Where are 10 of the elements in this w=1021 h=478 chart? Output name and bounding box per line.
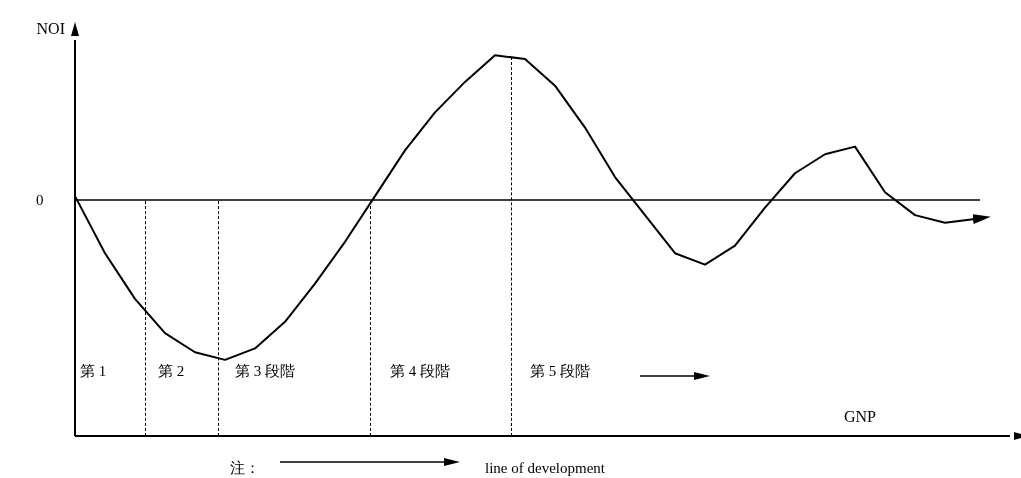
y-axis-title: NOI: [36, 20, 65, 38]
text: 注：: [230, 459, 260, 477]
annotation: 第 1: [80, 362, 107, 380]
annotation: 第 2: [158, 362, 185, 380]
text: 0: [36, 191, 44, 209]
annotation: 第 4 段階: [390, 362, 450, 380]
annotation: 第 5 段階: [530, 362, 590, 380]
text: line of development: [485, 459, 605, 477]
x-axis-title: GNP: [843, 408, 877, 426]
annotation: 第 3 段階: [235, 362, 295, 380]
